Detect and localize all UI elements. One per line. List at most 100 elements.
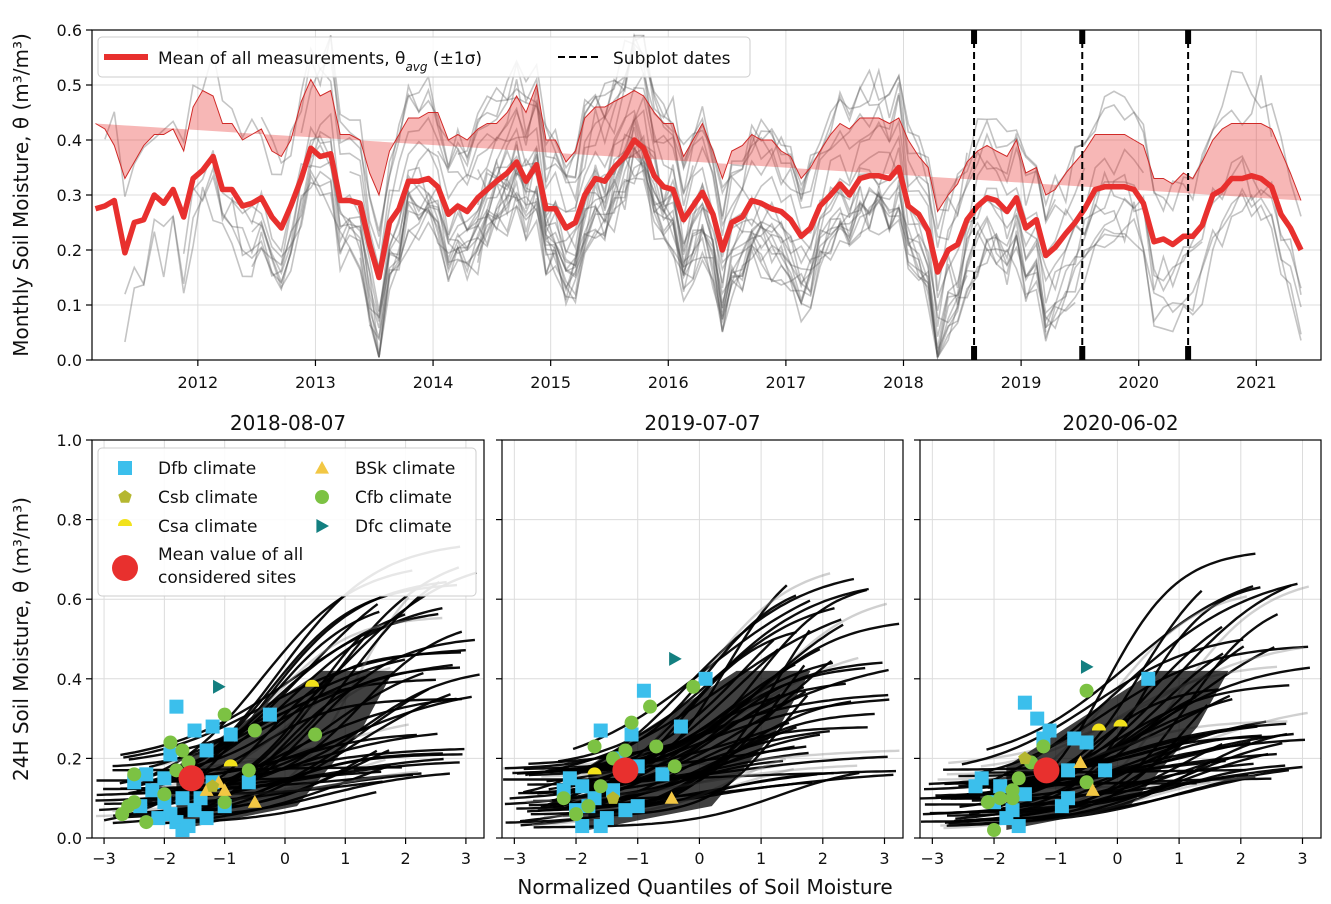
subplot-date-cap xyxy=(1079,30,1086,44)
panel-title: 2018-08-07 xyxy=(230,411,346,435)
x-tick-label: −1 xyxy=(213,849,237,868)
data-point xyxy=(247,795,262,808)
x-tick-label: 2020 xyxy=(1118,373,1159,392)
legend-marker xyxy=(315,461,329,474)
site-line xyxy=(319,34,1273,237)
site-line xyxy=(124,161,1125,360)
legend: Dfb climate BSk climate Csb climate Cfb cli… xyxy=(97,447,477,597)
data-point xyxy=(575,819,590,834)
x-tick-label: 2019 xyxy=(1001,373,1042,392)
site-line xyxy=(260,34,812,250)
data-point xyxy=(1079,775,1094,790)
x-tick-label: 1 xyxy=(340,849,350,868)
data-point xyxy=(199,743,214,758)
data-point xyxy=(205,719,220,734)
legend-label: Cfb climate xyxy=(355,488,452,508)
legend-marker xyxy=(118,519,132,526)
data-point xyxy=(217,707,232,722)
y-tick-label: 0.0 xyxy=(57,829,82,848)
data-point xyxy=(987,823,1002,838)
quantile-curve xyxy=(558,607,835,763)
data-point xyxy=(593,779,608,794)
y-axis-label: 24H Soil Moisture, θ (m³/m³) xyxy=(9,497,33,781)
panel-title: 2019-07-07 xyxy=(644,411,760,435)
data-point xyxy=(217,795,232,810)
scatter-chart-2018: −3 −2 −1 0 1 2 3 0.0 0.2 0.4 0.6 0.8 1.0 2018-08-07 24… xyxy=(9,411,893,899)
data-point xyxy=(127,795,142,810)
plot-frame xyxy=(501,439,904,839)
legend-marker xyxy=(112,555,138,581)
data-point xyxy=(999,811,1014,826)
subplot-date-cap xyxy=(1079,346,1086,360)
data-point xyxy=(305,679,320,687)
legend-box xyxy=(97,36,751,78)
data-point xyxy=(1030,711,1045,726)
curve-density xyxy=(588,670,811,831)
site-line xyxy=(477,109,1302,337)
plot-frame xyxy=(919,439,1322,839)
data-point xyxy=(262,707,277,722)
x-tick-label: −1 xyxy=(626,849,650,868)
legend-marker xyxy=(315,490,329,504)
data-point xyxy=(127,767,142,782)
site-line xyxy=(477,154,1076,360)
y-axis-label: Monthly Soil Moisture, θ (m³/m³) xyxy=(9,33,33,357)
data-point xyxy=(1085,783,1100,796)
data-point xyxy=(163,747,178,762)
site-line xyxy=(192,125,762,322)
x-tick-label: −2 xyxy=(153,849,177,868)
data-point xyxy=(587,767,602,775)
data-point xyxy=(1061,763,1076,778)
x-tick-label: 1 xyxy=(756,849,766,868)
legend-label: Mean value of all xyxy=(158,545,303,565)
data-point xyxy=(1113,719,1128,727)
curve-density xyxy=(176,670,394,831)
subplot-date-cap xyxy=(1185,346,1192,360)
site-line xyxy=(124,154,1047,358)
data-point xyxy=(213,679,226,694)
data-point xyxy=(569,807,584,822)
site-line xyxy=(437,50,1056,241)
y-tick-label: 0.4 xyxy=(57,670,82,689)
x-tick-label: 1 xyxy=(1174,849,1184,868)
data-point xyxy=(556,791,571,806)
x-axis-label: Normalized Quantiles of Soil Moisture xyxy=(517,875,892,899)
data-point xyxy=(698,671,713,686)
data-point xyxy=(993,779,1008,794)
data-point xyxy=(1036,739,1051,754)
data-point xyxy=(593,819,608,834)
x-tick-label: 3 xyxy=(879,849,889,868)
site-line xyxy=(457,32,1302,221)
data-point xyxy=(673,719,688,734)
data-point xyxy=(968,779,983,794)
x-tick-label: 2012 xyxy=(177,373,218,392)
data-point xyxy=(630,799,645,814)
data-point xyxy=(612,757,639,784)
x-tick-label: −3 xyxy=(921,849,945,868)
site-line xyxy=(368,126,968,349)
data-point xyxy=(187,803,202,818)
data-point xyxy=(618,803,633,818)
data-point xyxy=(1011,771,1026,786)
x-tick-label: 2018 xyxy=(883,373,924,392)
data-point xyxy=(649,739,664,754)
site-line xyxy=(378,119,1135,324)
site-line xyxy=(477,86,1145,299)
data-point xyxy=(1017,787,1032,802)
data-point xyxy=(1005,791,1020,806)
legend-marker xyxy=(316,519,329,533)
data-point xyxy=(199,783,214,796)
x-tick-label: −2 xyxy=(564,849,588,868)
timeseries-chart: 0.0 0.1 0.2 0.3 0.4 0.5 0.6 2012 2013 2014 2015 201… xyxy=(9,21,1322,392)
data-point xyxy=(562,771,577,786)
data-point xyxy=(1018,751,1032,765)
data-point xyxy=(199,811,214,826)
site-line xyxy=(231,145,1302,358)
data-point xyxy=(157,787,172,802)
data-point xyxy=(669,651,682,666)
plot-frame xyxy=(91,439,485,839)
data-point xyxy=(206,779,220,792)
data-point xyxy=(624,727,639,742)
data-point xyxy=(593,723,608,738)
x-tick-label: −1 xyxy=(1044,849,1068,868)
